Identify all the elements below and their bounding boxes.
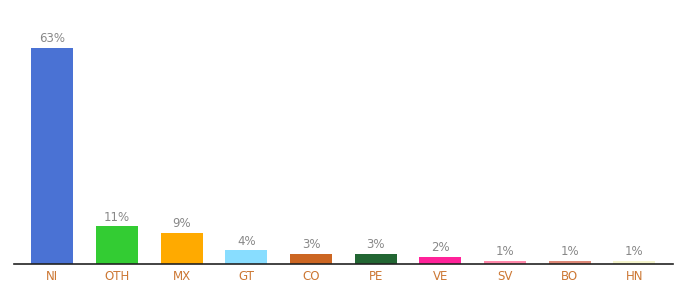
Text: 3%: 3% — [367, 238, 385, 251]
Bar — [31, 48, 73, 264]
Text: 63%: 63% — [39, 32, 65, 45]
Text: 1%: 1% — [560, 245, 579, 258]
Text: 1%: 1% — [496, 245, 514, 258]
Bar — [549, 261, 591, 264]
Text: 2%: 2% — [431, 242, 449, 254]
Bar — [160, 233, 203, 264]
Text: 4%: 4% — [237, 235, 256, 248]
Bar — [355, 254, 396, 264]
Bar — [290, 254, 332, 264]
Bar — [225, 250, 267, 264]
Bar — [420, 257, 462, 264]
Text: 1%: 1% — [625, 245, 644, 258]
Text: 3%: 3% — [302, 238, 320, 251]
Bar — [613, 261, 656, 264]
Text: 9%: 9% — [173, 218, 191, 230]
Text: 11%: 11% — [104, 211, 130, 224]
Bar — [484, 261, 526, 264]
Bar — [96, 226, 138, 264]
